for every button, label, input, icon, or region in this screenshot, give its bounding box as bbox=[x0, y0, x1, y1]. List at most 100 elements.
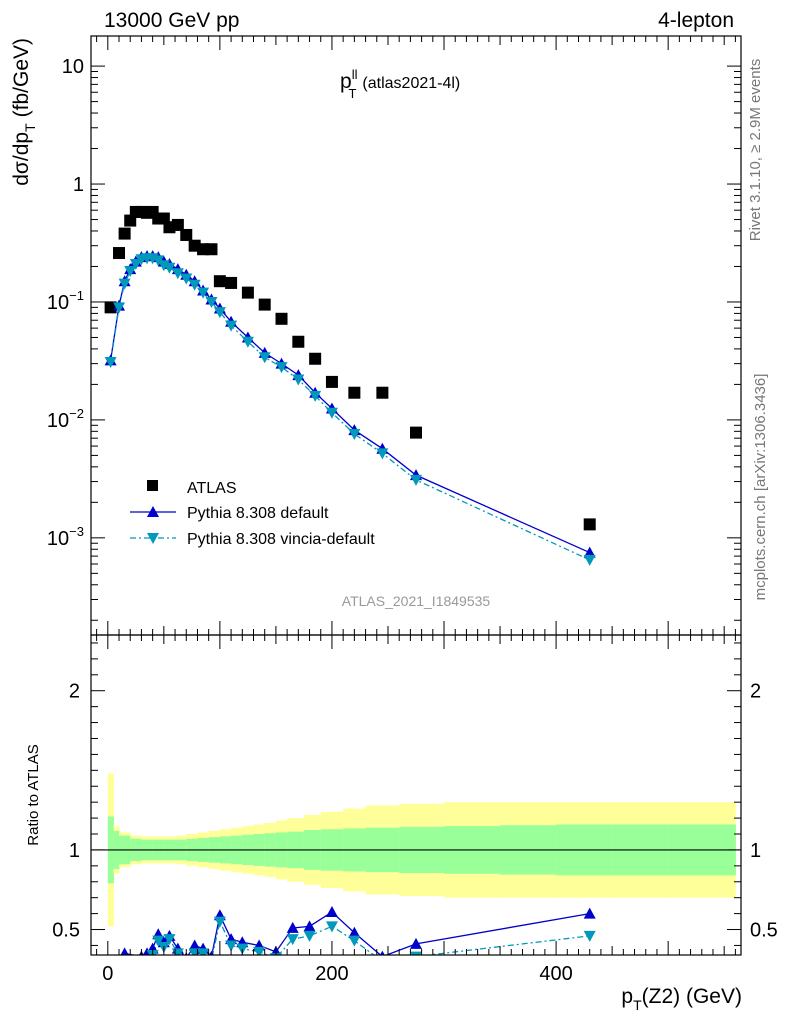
data-point-2 bbox=[197, 287, 210, 299]
ratio-point-1 bbox=[163, 934, 176, 946]
data-point-2 bbox=[188, 279, 201, 291]
ratio-y-tick-label-right: 1 bbox=[750, 840, 761, 862]
data-point-2 bbox=[113, 302, 126, 314]
ratio-panel-tick-labels: 0.5 0.5 1 1 2 2 0 200 400 bbox=[52, 681, 778, 985]
main-panel-ticks bbox=[91, 36, 741, 635]
data-point-2 bbox=[325, 407, 338, 419]
data-point-0 bbox=[205, 243, 218, 256]
ratio-point-1 bbox=[286, 934, 299, 946]
data-point-2 bbox=[118, 278, 131, 290]
ratio-point-1 bbox=[225, 940, 238, 952]
ratio-point-1 bbox=[325, 921, 338, 933]
ratio-point-0 bbox=[209, 950, 214, 955]
data-point-2 bbox=[241, 336, 254, 348]
ratio-point-1 bbox=[583, 930, 596, 942]
ratio-point-1 bbox=[119, 956, 131, 967]
data-point-0 bbox=[180, 228, 193, 241]
legend-label-atlas: ATLAS bbox=[187, 480, 237, 497]
ratio-point-1 bbox=[180, 956, 192, 967]
ratio-point-0 bbox=[410, 937, 422, 949]
ratio-point-0 bbox=[325, 906, 338, 918]
ratio-point-1 bbox=[348, 935, 361, 947]
ratio-y-tick-label: 2 bbox=[69, 681, 80, 703]
x-tick-label: 400 bbox=[539, 963, 572, 985]
data-point-2 bbox=[163, 262, 176, 274]
ratio-point-0 bbox=[583, 907, 596, 919]
ratio-point-0 bbox=[188, 939, 201, 951]
data-point-2 bbox=[309, 390, 322, 402]
data-point-2 bbox=[124, 266, 137, 278]
data-point-2 bbox=[171, 268, 184, 280]
data-point-0 bbox=[376, 386, 389, 399]
plot-title: pll T(atlas2021-4l) bbox=[340, 67, 460, 101]
data-point-0 bbox=[225, 276, 238, 289]
data-point-0 bbox=[213, 275, 226, 288]
ratio-y-tick-label: 1 bbox=[69, 840, 80, 862]
legend-marker-atlas bbox=[147, 480, 158, 491]
y-axis-label: dσ/dpT(fb/GeV) bbox=[10, 38, 38, 186]
data-point-0 bbox=[583, 518, 596, 531]
ratio-point-1 bbox=[213, 916, 226, 928]
y-tick-label: 10 bbox=[62, 56, 84, 78]
y-tick-label: 1 bbox=[73, 174, 84, 196]
series-line-1 bbox=[109, 255, 590, 554]
legend-label-default: Pythia 8.308 default bbox=[187, 505, 329, 522]
series-line-2 bbox=[109, 257, 590, 561]
legend-marker-default bbox=[147, 506, 159, 517]
data-point-0 bbox=[258, 298, 271, 311]
ratio-point-1 bbox=[376, 956, 388, 967]
data-point-2 bbox=[205, 296, 218, 308]
ratio-point-1 bbox=[205, 954, 218, 955]
data-point-0 bbox=[325, 375, 338, 388]
ratio-panel-ticks bbox=[91, 635, 741, 955]
ratio-point-0 bbox=[379, 950, 385, 955]
x-tick-label: 200 bbox=[315, 963, 348, 985]
ratio-point-1 bbox=[197, 948, 210, 955]
ratio-point-1 bbox=[410, 951, 422, 955]
header-left: 13000 GeV pp bbox=[104, 9, 239, 32]
data-point-2 bbox=[104, 356, 117, 368]
data-point-2 bbox=[292, 374, 305, 386]
ratio-data bbox=[119, 906, 596, 967]
data-point-2 bbox=[152, 255, 165, 267]
ratio-point-0 bbox=[303, 920, 316, 932]
data-point-0 bbox=[410, 426, 422, 439]
data-point-2 bbox=[258, 352, 271, 364]
ratio-panel-frame bbox=[90, 634, 742, 956]
data-point-0 bbox=[241, 286, 254, 299]
legend: ATLAS Pythia 8.308 default Pythia 8.308 … bbox=[130, 480, 375, 548]
data-point-0 bbox=[118, 227, 131, 240]
data-point-2 bbox=[275, 362, 288, 374]
ratio-point-0 bbox=[348, 926, 361, 938]
data-point-1 bbox=[583, 546, 596, 558]
main-panel-tick-labels: 10−3 10−2 10−1 1 10 bbox=[47, 56, 84, 550]
data-point-0 bbox=[275, 312, 288, 325]
data-point-0 bbox=[171, 218, 184, 231]
data-point-2 bbox=[348, 428, 361, 440]
ratio-y-axis-label: Ratio to ATLAS bbox=[25, 744, 42, 845]
mcplots-label: mcplots.cern.ch [arXiv:1306.3436] bbox=[752, 374, 769, 601]
data-point-2 bbox=[410, 474, 422, 486]
legend-marker-vincia bbox=[147, 533, 159, 544]
header-right: 4-lepton bbox=[658, 9, 734, 32]
data-point-0 bbox=[113, 247, 126, 260]
analysis-watermark: ATLAS_2021_I1849535 bbox=[342, 593, 491, 609]
ratio-point-0 bbox=[120, 947, 129, 955]
ratio-y-tick-label-right: 0.5 bbox=[750, 920, 778, 942]
data-point-2 bbox=[376, 448, 389, 460]
x-axis-label: pT(Z2) (GeV) bbox=[621, 985, 742, 1013]
data-point-0 bbox=[309, 352, 322, 365]
ratio-point-1 bbox=[303, 930, 316, 942]
y-tick-label: 10−2 bbox=[47, 406, 84, 432]
ratio-y-tick-label-right: 2 bbox=[750, 681, 761, 703]
data-point-0 bbox=[348, 386, 361, 399]
rivet-label: Rivet 3.1.10, ≥ 2.9M events bbox=[747, 59, 764, 242]
ratio-bands bbox=[91, 773, 741, 927]
y-tick-label: 10−1 bbox=[47, 288, 84, 314]
data-point-0 bbox=[292, 335, 305, 348]
ratio-y-tick-label: 0.5 bbox=[52, 920, 80, 942]
ratio-point-1 bbox=[152, 935, 165, 947]
main-panel-data bbox=[104, 205, 596, 566]
data-point-2 bbox=[225, 320, 238, 332]
